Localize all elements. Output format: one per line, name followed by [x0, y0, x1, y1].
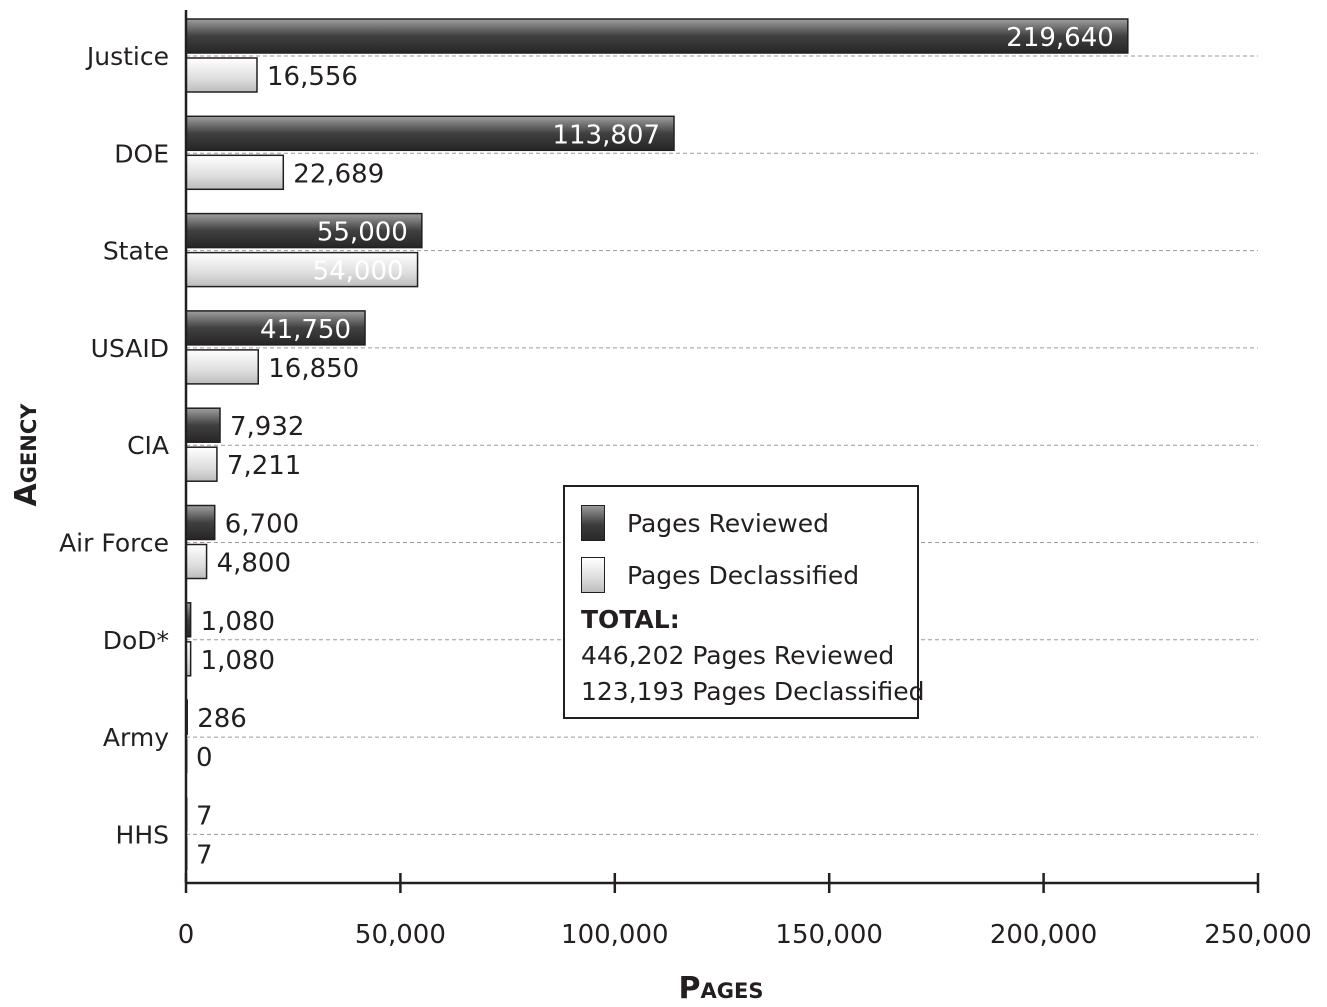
- legend: Pages Reviewed Pages Declassified TOTAL:…: [563, 485, 924, 719]
- legend-total-declassified: 123,193 Pages Declassified: [581, 677, 925, 706]
- value-label-reviewed: 113,807: [552, 120, 660, 150]
- axes: 0 50,000 100,000 150,000 200,000 250,000: [178, 10, 1312, 950]
- category-label: DoD*: [103, 626, 169, 655]
- x-tick-label: 100,000: [561, 920, 669, 950]
- value-label-reviewed: 41,750: [260, 315, 351, 345]
- value-label-declassified: 16,556: [267, 62, 358, 92]
- x-tick-label: 250,000: [1204, 920, 1312, 950]
- value-label-reviewed: 286: [197, 704, 247, 734]
- category-label: DOE: [114, 139, 169, 168]
- value-label-declassified: 16,850: [268, 354, 359, 384]
- bar-reviewed: [185, 504, 216, 541]
- category-label: State: [103, 237, 169, 266]
- legend-label-reviewed: Pages Reviewed: [627, 508, 829, 538]
- bar-reviewed: [185, 212, 423, 249]
- category-label: HHS: [116, 820, 169, 849]
- value-label-reviewed: 7: [196, 801, 213, 831]
- legend-label-declassified: Pages Declassified: [627, 560, 860, 590]
- value-label-declassified: 54,000: [313, 257, 404, 287]
- legend-total-label: TOTAL:: [581, 605, 680, 634]
- value-label-reviewed: 55,000: [317, 218, 408, 248]
- value-label-declassified: 7,211: [227, 451, 301, 481]
- legend-swatch-reviewed: [581, 505, 605, 541]
- value-label-declassified: 1,080: [201, 646, 275, 676]
- value-label-reviewed: 7,932: [230, 412, 304, 442]
- bar-declassified: [185, 57, 258, 93]
- bar-reviewed: [185, 310, 366, 346]
- bar-reviewed: [185, 407, 221, 443]
- category-label: CIA: [127, 431, 169, 460]
- legend-total-reviewed: 446,202 Pages Reviewed: [581, 641, 895, 670]
- bar-reviewed: [185, 18, 1129, 54]
- x-tick-label: 0: [178, 920, 195, 950]
- legend-swatch-declassified: [581, 557, 605, 593]
- data-labels: Justice 219,640 16,556 DOE 113,807 22,689 Stat…: [59, 23, 1114, 870]
- x-axis-title: Pages: [679, 971, 764, 1006]
- category-label: Air Force: [59, 529, 169, 558]
- x-tick-label: 50,000: [355, 920, 446, 950]
- bar-declassified: [185, 251, 419, 288]
- category-label: Justice: [85, 42, 169, 71]
- value-label-declassified: 7: [196, 840, 213, 870]
- value-label-declassified: 4,800: [217, 549, 291, 579]
- x-tick-label: 150,000: [775, 920, 883, 950]
- bar-reviewed: [185, 115, 675, 152]
- x-tick-label: 200,000: [990, 920, 1098, 950]
- y-axis-title: Agency: [9, 403, 44, 507]
- bars: [185, 18, 1129, 871]
- bar-declassified: [185, 154, 285, 191]
- bar-declassified: [185, 349, 260, 385]
- value-label-declassified: 22,689: [293, 159, 384, 189]
- category-label: Army: [103, 723, 169, 752]
- bar-declassified: [185, 543, 208, 580]
- bar-declassified: [185, 446, 218, 482]
- value-label-reviewed: 6,700: [225, 510, 299, 540]
- value-label-declassified: 0: [196, 743, 213, 773]
- legend-entry-reviewed: Pages Reviewed: [581, 504, 829, 542]
- category-label: USAID: [91, 334, 169, 363]
- legend-entry-declassified: Pages Declassified: [581, 556, 859, 594]
- value-label-reviewed: 1,080: [201, 607, 275, 637]
- value-label-reviewed: 219,640: [1006, 23, 1114, 53]
